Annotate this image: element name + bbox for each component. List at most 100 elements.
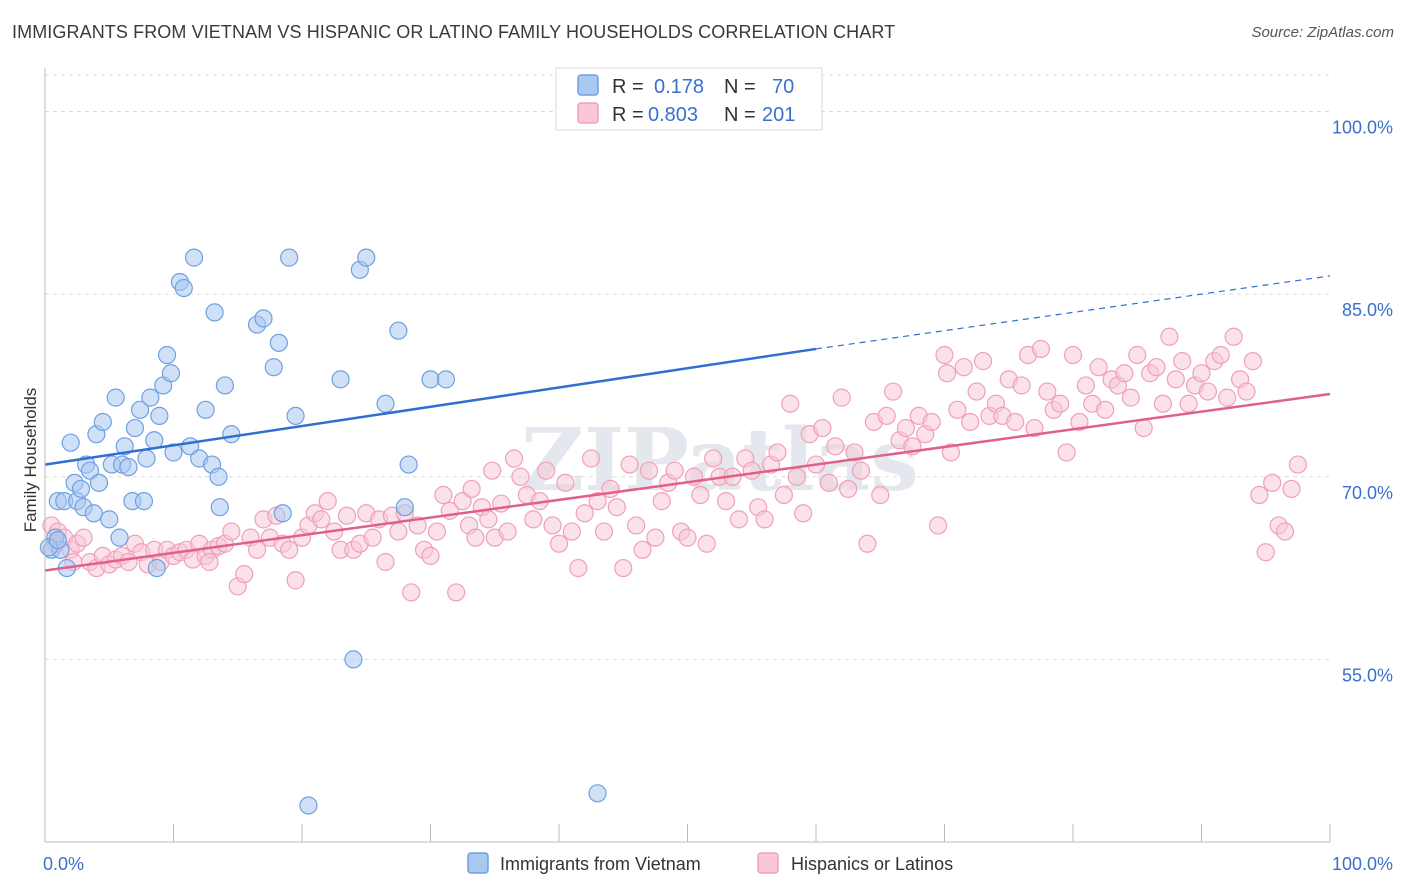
hispanic-point <box>639 461 659 480</box>
hispanic-point <box>1063 345 1083 365</box>
hispanic-point <box>1288 455 1307 474</box>
hispanic-point <box>697 534 716 553</box>
vietnam-point <box>48 530 67 550</box>
hispanic-point <box>466 528 485 547</box>
hispanic-point <box>511 467 530 486</box>
hispanic-point <box>678 528 697 547</box>
x-tick-labels: 0.0% 100.0% <box>43 854 1393 874</box>
trend-line-vietnam <box>44 347 817 466</box>
hispanic-point <box>633 540 652 559</box>
vietnam-point <box>84 504 103 523</box>
hispanic-point <box>363 528 382 547</box>
legend-n-label-vietnam: N = <box>724 76 756 98</box>
hispanic-point <box>200 552 219 572</box>
hispanic-point <box>787 467 806 486</box>
vietnam-point <box>344 650 363 669</box>
vietnam-point <box>222 425 241 444</box>
y-tick-label: 85.0% <box>1342 300 1393 320</box>
vietnam-point <box>436 370 456 389</box>
legend-n-value-hispanic: 201 <box>762 104 795 126</box>
vietnam-point <box>80 461 100 480</box>
vietnam-point <box>210 498 229 517</box>
vietnam-point <box>71 479 91 499</box>
hispanic-point <box>549 534 569 553</box>
hispanic-point <box>922 412 941 432</box>
legend-swatch-vietnam <box>577 74 599 96</box>
bottom-legend-swatch-hispanic <box>757 852 779 874</box>
hispanic-point <box>312 510 331 529</box>
trend-line-vietnam-extension <box>815 275 1331 350</box>
hispanic-point <box>286 571 305 590</box>
vietnam-point <box>357 248 376 267</box>
hispanic-point <box>421 546 440 565</box>
hispanic-point <box>556 473 575 492</box>
hispanic-point <box>1134 418 1153 438</box>
hispanic-point <box>427 522 447 541</box>
hispanic-point <box>626 516 646 535</box>
hispanic-point <box>337 506 357 525</box>
hispanic-point <box>729 510 749 529</box>
hispanic-point <box>646 528 665 547</box>
source-label: Source: ZipAtlas.com <box>1251 24 1394 41</box>
hispanic-point <box>1179 394 1198 413</box>
hispanic-point <box>1096 400 1115 419</box>
hispanic-point <box>819 473 838 492</box>
hispanic-point <box>1243 352 1263 371</box>
legend-n-value-vietnam: 70 <box>772 76 794 98</box>
hispanic-point <box>691 485 710 505</box>
vietnam-point <box>205 303 224 322</box>
hispanic-point <box>941 443 961 462</box>
hispanic-point <box>1160 327 1179 346</box>
vietnam-point <box>588 784 607 803</box>
hispanic-point <box>537 461 556 480</box>
hispanic-point <box>1250 485 1269 505</box>
hispanic-point <box>1256 543 1275 562</box>
vietnam-point <box>264 358 283 377</box>
hispanic-point <box>652 492 671 511</box>
hispanic-point <box>781 394 800 413</box>
vietnam-point <box>395 498 414 517</box>
hispanic-point <box>1051 394 1070 413</box>
hispanic-point <box>389 522 408 541</box>
hispanic-point <box>434 485 453 505</box>
vietnam-point <box>93 412 112 432</box>
hispanic-point <box>1166 370 1185 389</box>
hispanic-point <box>1076 376 1095 395</box>
legend-swatch-hispanic <box>577 102 599 124</box>
trend-lines <box>44 275 1331 572</box>
hispanic-point <box>1038 382 1057 401</box>
axes <box>44 68 1331 843</box>
vietnam-point <box>110 528 129 547</box>
hispanic-point <box>1237 382 1256 401</box>
hispanic-point <box>961 412 980 432</box>
hispanic-point <box>1121 388 1140 407</box>
hispanic-point <box>1224 327 1243 346</box>
hispanic-point <box>1089 358 1108 377</box>
hispanic-point <box>479 510 498 529</box>
hispanic-point <box>883 382 903 401</box>
y-tick-label: 100.0% <box>1332 118 1393 138</box>
vietnam-point <box>286 406 305 425</box>
hispanic-point <box>588 492 607 511</box>
hispanic-point <box>858 534 877 553</box>
hispanic-point <box>1128 345 1147 365</box>
hispanic-point <box>928 516 948 535</box>
hispanic-point <box>498 522 517 541</box>
hispanic-point <box>447 583 466 602</box>
hispanic-point <box>543 516 562 535</box>
hispanic-point <box>222 522 241 541</box>
legend: R = 0.178 N = 70 R = 0.803 N = 201 <box>555 67 823 131</box>
hispanic-point <box>768 443 787 462</box>
trend-line-hispanic <box>44 392 1331 572</box>
vietnam-point <box>106 388 125 407</box>
series-hispanics-points <box>42 327 1307 602</box>
hispanic-point <box>704 449 723 468</box>
chart-title: IMMIGRANTS FROM VIETNAM VS HISPANIC OR L… <box>12 22 896 42</box>
y-tick-label: 70.0% <box>1342 483 1393 503</box>
hispanic-point <box>954 358 973 377</box>
vietnam-point <box>164 443 183 462</box>
hispanic-point <box>1192 364 1211 383</box>
vietnam-point <box>115 437 134 456</box>
hispanic-point <box>562 522 581 541</box>
bottom-legend-swatch-vietnam <box>467 852 489 874</box>
